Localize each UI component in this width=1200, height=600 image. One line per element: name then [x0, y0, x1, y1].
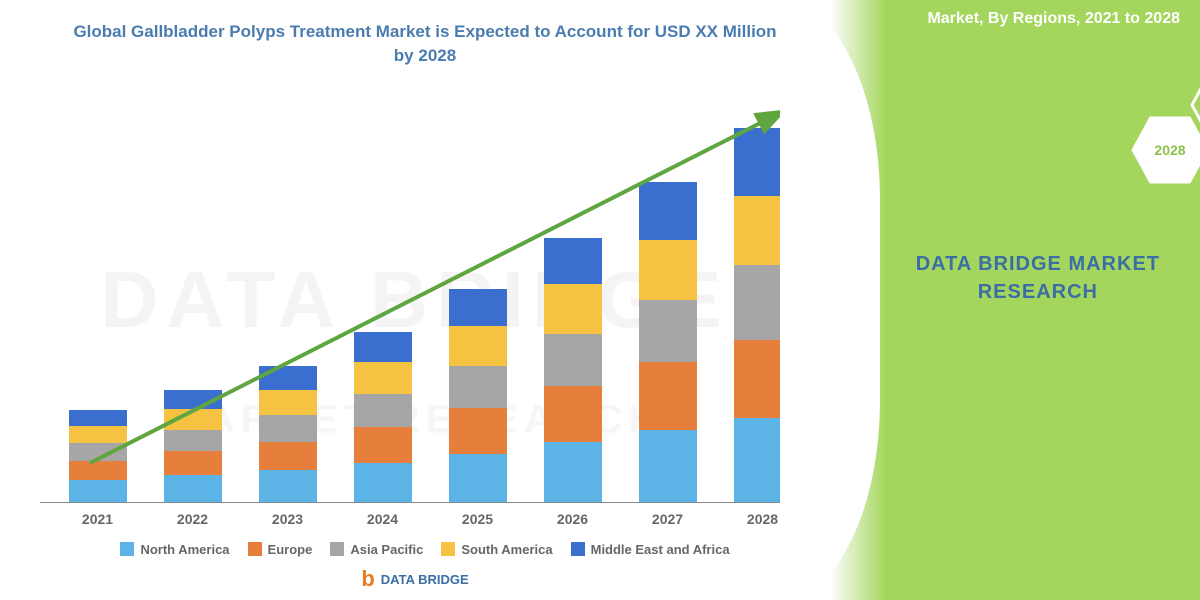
bar-segment — [69, 410, 127, 426]
bar-segment — [544, 386, 602, 441]
bar-2021 — [69, 410, 127, 501]
x-label: 2022 — [164, 511, 222, 527]
legend-label: Asia Pacific — [350, 542, 423, 557]
bars-container — [40, 83, 820, 503]
legend-swatch — [248, 542, 262, 556]
bar-segment — [449, 366, 507, 408]
bar-segment — [259, 390, 317, 415]
bar-segment — [639, 430, 697, 502]
bar-2024 — [354, 332, 412, 501]
legend: North America Europe Asia Pacific South Ame… — [30, 542, 820, 557]
right-panel: Market, By Regions, 2021 to 2028 2021 20… — [830, 0, 1200, 600]
bar-segment — [354, 332, 412, 362]
bar-segment — [259, 415, 317, 441]
bar-segment — [164, 451, 222, 475]
x-label: 2023 — [259, 511, 317, 527]
x-label: 2027 — [639, 511, 697, 527]
legend-label: North America — [140, 542, 229, 557]
bar-segment — [259, 470, 317, 501]
chart-plot — [40, 83, 820, 503]
logo-icon: b — [361, 566, 374, 592]
bar-segment — [164, 475, 222, 501]
bar-segment — [69, 461, 127, 480]
bar-segment — [544, 238, 602, 285]
bar-segment — [164, 430, 222, 452]
bar-segment — [544, 442, 602, 502]
bar-segment — [449, 408, 507, 454]
bar-segment — [354, 362, 412, 393]
bar-segment — [544, 284, 602, 333]
bar-segment — [544, 334, 602, 387]
bar-segment — [639, 300, 697, 362]
panel-curve — [780, 0, 880, 600]
chart-area: Global Gallbladder Polyps Treatment Mark… — [0, 0, 830, 600]
bar-segment — [69, 426, 127, 443]
legend-item: Asia Pacific — [330, 542, 423, 557]
bar-segment — [449, 326, 507, 366]
bar-segment — [259, 366, 317, 390]
legend-swatch — [330, 542, 344, 556]
legend-swatch — [571, 542, 585, 556]
hex-2028: 2028 — [1130, 115, 1200, 185]
brand-text: DATA BRIDGE MARKETRESEARCH — [916, 250, 1160, 306]
chart-title: Global Gallbladder Polyps Treatment Mark… — [30, 20, 820, 68]
footer-text: DATA BRIDGE — [381, 572, 469, 587]
right-header: Market, By Regions, 2021 to 2028 — [927, 10, 1180, 28]
bar-2022 — [164, 390, 222, 502]
legend-label: Europe — [268, 542, 313, 557]
bar-2025 — [449, 289, 507, 501]
legend-item: Middle East and Africa — [571, 542, 730, 557]
footer-logo: b DATA BRIDGE — [361, 566, 468, 592]
hex-2028-label: 2028 — [1154, 142, 1185, 158]
legend-item: Europe — [248, 542, 313, 557]
bar-segment — [164, 390, 222, 409]
bar-segment — [449, 454, 507, 502]
bar-2027 — [639, 182, 697, 501]
bar-2026 — [544, 238, 602, 502]
legend-label: Middle East and Africa — [591, 542, 730, 557]
bar-segment — [69, 443, 127, 461]
bar-segment — [639, 362, 697, 429]
x-label: 2026 — [544, 511, 602, 527]
x-label: 2021 — [69, 511, 127, 527]
legend-item: North America — [120, 542, 229, 557]
x-axis-labels: 20212022202320242025202620272028 — [40, 503, 820, 527]
bar-segment — [164, 409, 222, 429]
bar-segment — [259, 442, 317, 471]
main-container: Global Gallbladder Polyps Treatment Mark… — [0, 0, 1200, 600]
bar-segment — [354, 463, 412, 501]
bar-2023 — [259, 366, 317, 502]
bar-segment — [354, 394, 412, 428]
bar-segment — [449, 289, 507, 326]
legend-item: South America — [441, 542, 552, 557]
x-label: 2025 — [449, 511, 507, 527]
legend-swatch — [441, 542, 455, 556]
bar-segment — [354, 427, 412, 463]
bar-segment — [69, 480, 127, 502]
legend-swatch — [120, 542, 134, 556]
bar-segment — [639, 240, 697, 300]
bar-segment — [639, 182, 697, 240]
legend-label: South America — [461, 542, 552, 557]
x-label: 2024 — [354, 511, 412, 527]
